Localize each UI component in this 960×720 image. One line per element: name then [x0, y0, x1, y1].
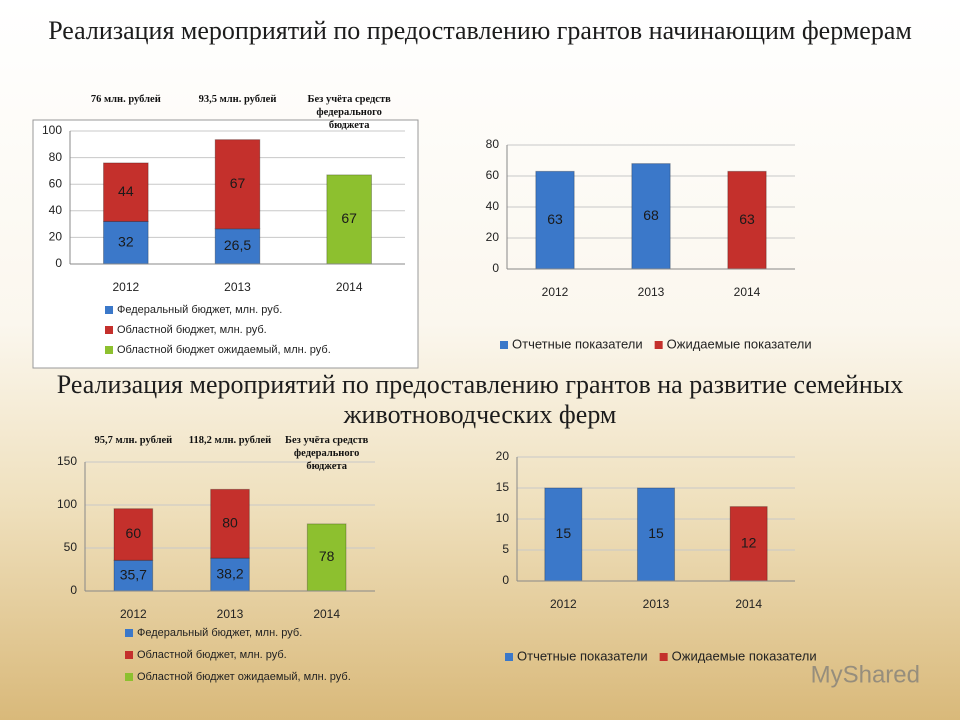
legend-label: Областной бюджет, млн. руб.	[137, 649, 287, 661]
y-tick-label: 150	[57, 454, 77, 468]
y-tick-label: 20	[486, 230, 500, 244]
bar	[326, 174, 373, 265]
data-label: 63	[739, 211, 755, 227]
legend-swatch	[505, 653, 513, 661]
x-tick-label: 2014	[734, 285, 761, 299]
y-tick-label: 60	[486, 168, 500, 182]
y-tick-label: 0	[55, 256, 62, 270]
slide-title: Реализация мероприятий по предоставлению…	[48, 16, 912, 45]
x-tick-label: 2014	[336, 280, 363, 294]
x-tick-label: 2014	[313, 607, 340, 621]
bar	[631, 163, 671, 270]
y-tick-label: 0	[492, 261, 499, 275]
legend-label: Областной бюджет ожидаемый, млн. руб.	[117, 344, 331, 356]
legend-label: Федеральный бюджет, млн. руб.	[137, 627, 302, 639]
data-label: 35,7	[120, 566, 147, 582]
data-label: 44	[118, 183, 134, 199]
y-tick-label: 100	[57, 497, 77, 511]
legend-label: Ожидаемые показатели	[667, 336, 812, 351]
annotation: 95,7 млн. рублей	[94, 435, 173, 446]
data-label: 26,5	[224, 237, 251, 253]
legend-swatch	[659, 653, 668, 661]
legend-swatch	[105, 326, 113, 334]
data-label: 15	[648, 525, 664, 541]
legend-label: Ожидаемые показатели	[672, 648, 817, 663]
y-tick-label: 15	[496, 480, 510, 494]
legend-label: Отчетные показатели	[512, 336, 643, 351]
data-label: 63	[547, 211, 563, 227]
annotation: 76 млн. рублей	[90, 94, 161, 105]
bar	[636, 487, 676, 582]
annotation: 93,5 млн. рублей	[198, 94, 277, 105]
legend-swatch	[125, 629, 133, 637]
x-tick-label: 2014	[735, 597, 762, 611]
y-tick-label: 10	[496, 511, 510, 525]
y-tick-label: 5	[502, 542, 509, 556]
x-tick-label: 2012	[112, 280, 139, 294]
slide-title: Реализация мероприятий по предоставлению…	[56, 370, 904, 429]
y-tick-label: 100	[42, 123, 62, 137]
x-tick-label: 2013	[224, 280, 251, 294]
y-tick-label: 50	[64, 540, 78, 554]
data-label: 15	[556, 525, 572, 541]
bar	[306, 523, 347, 592]
bar	[214, 228, 261, 265]
x-tick-label: 2013	[643, 597, 670, 611]
data-label: 32	[118, 233, 134, 249]
legend-label: Федеральный бюджет, млн. руб.	[117, 304, 282, 316]
bar	[727, 170, 767, 270]
legend-swatch	[500, 341, 508, 349]
data-label: 12	[741, 535, 757, 551]
y-tick-label: 0	[70, 583, 77, 597]
y-tick-label: 20	[496, 449, 510, 463]
y-tick-label: 20	[49, 230, 63, 244]
data-label: 80	[222, 514, 238, 530]
data-label: 67	[341, 210, 357, 226]
annotation: 118,2 млн. рублей	[188, 435, 272, 446]
bar	[113, 559, 154, 592]
y-tick-label: 0	[502, 573, 509, 587]
x-tick-label: 2013	[638, 285, 665, 299]
y-tick-label: 60	[49, 176, 63, 190]
x-tick-label: 2012	[120, 607, 147, 621]
bar	[210, 557, 250, 592]
legend-swatch	[654, 341, 663, 349]
annotation: Без учёта средств федерального бюджета	[285, 435, 369, 472]
legend-swatch	[125, 651, 133, 659]
bar	[214, 139, 261, 230]
legend-label: Областной бюджет ожидаемый, млн. руб.	[137, 671, 351, 683]
bar	[113, 508, 154, 561]
y-tick-label: 80	[486, 137, 500, 151]
y-tick-label: 40	[486, 199, 500, 213]
annotation: Без учёта средств федерального бюджета	[307, 94, 391, 131]
bar	[535, 170, 575, 270]
x-tick-label: 2012	[542, 285, 569, 299]
legend-swatch	[105, 346, 113, 354]
bar	[544, 487, 583, 582]
legend-swatch	[105, 306, 113, 314]
x-tick-label: 2012	[550, 597, 577, 611]
data-label: 38,2	[216, 565, 243, 581]
data-label: 78	[319, 548, 335, 564]
y-tick-label: 80	[49, 150, 63, 164]
bar	[210, 488, 250, 559]
x-tick-label: 2013	[217, 607, 244, 621]
data-label: 67	[230, 175, 246, 191]
legend-label: Областной бюджет, млн. руб.	[117, 324, 267, 336]
y-tick-label: 40	[49, 203, 63, 217]
legend-label: Отчетные показатели	[517, 648, 648, 663]
data-label: 68	[643, 207, 659, 223]
bar	[103, 162, 149, 222]
watermark: MyShared	[811, 661, 920, 688]
legend-swatch	[125, 673, 133, 681]
data-label: 60	[126, 525, 142, 541]
